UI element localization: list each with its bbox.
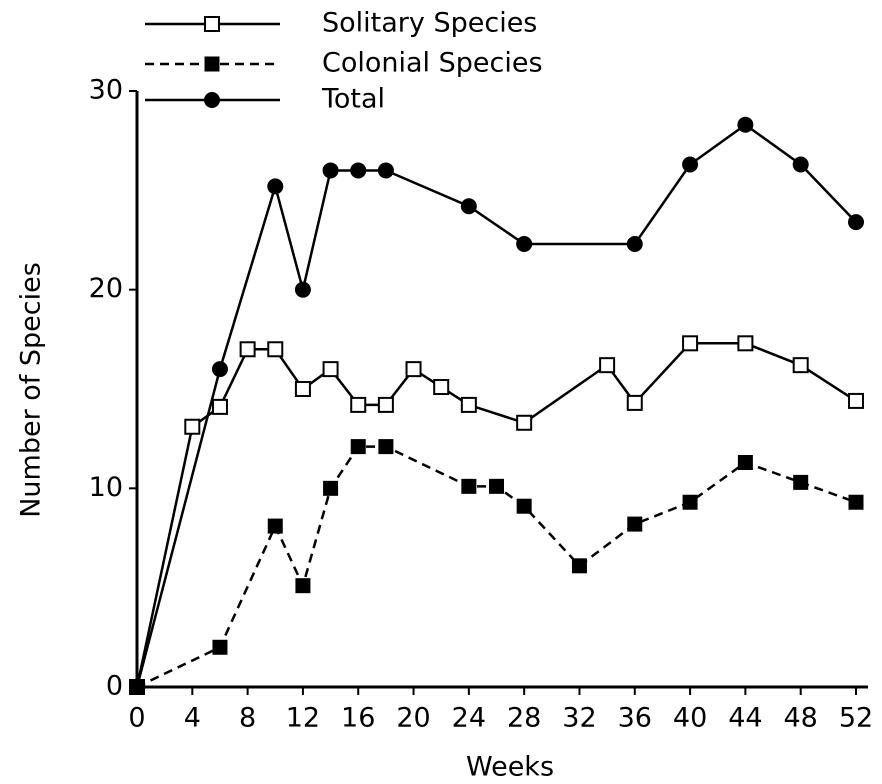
legend-label: Total xyxy=(321,84,385,115)
y-axis-label: Number of Species xyxy=(16,262,47,518)
series-line xyxy=(135,342,857,688)
data-point xyxy=(184,418,201,435)
data-point xyxy=(737,116,754,133)
y-tick-label: 30 xyxy=(89,75,123,106)
data-point xyxy=(516,498,532,514)
data-point xyxy=(211,361,228,378)
data-point xyxy=(571,558,587,574)
data-point xyxy=(516,235,533,252)
x-tick-label: 44 xyxy=(728,703,762,734)
data-point xyxy=(211,398,228,415)
data-point xyxy=(323,480,339,496)
x-tick-label: 28 xyxy=(507,703,541,734)
data-point xyxy=(129,679,145,695)
legend-marker xyxy=(204,56,220,72)
x-tick-label: 52 xyxy=(839,703,873,734)
data-point xyxy=(322,361,339,378)
x-tick-label: 48 xyxy=(784,703,818,734)
legend-marker xyxy=(204,16,220,32)
data-point xyxy=(377,162,394,179)
data-point xyxy=(212,639,228,655)
data-point xyxy=(489,478,504,494)
x-tick-label: 0 xyxy=(128,703,145,734)
data-point xyxy=(322,162,339,179)
data-point xyxy=(848,494,864,510)
data-point xyxy=(848,214,864,231)
data-point xyxy=(294,281,311,298)
data-point xyxy=(626,235,643,252)
x-tick-label: 24 xyxy=(452,703,486,734)
data-point xyxy=(433,379,450,396)
data-point xyxy=(627,516,643,532)
data-point xyxy=(267,518,283,534)
y-tick-label: 0 xyxy=(106,671,123,702)
data-point xyxy=(682,156,699,173)
data-point xyxy=(682,335,699,352)
series-line xyxy=(136,445,857,689)
x-tick-label: 36 xyxy=(618,703,652,734)
data-point xyxy=(516,414,533,431)
data-point xyxy=(378,439,394,455)
data-point xyxy=(737,335,754,352)
x-tick-label: 16 xyxy=(341,703,375,734)
data-point xyxy=(267,178,284,195)
data-point xyxy=(737,455,753,471)
x-tick-label: 32 xyxy=(562,703,596,734)
data-point xyxy=(294,381,311,397)
data-point xyxy=(350,396,367,413)
x-axis-label: Weeks xyxy=(466,752,554,783)
legend-label: Solitary Species xyxy=(322,8,537,39)
data-point xyxy=(239,341,256,358)
legend-label: Colonial Species xyxy=(322,48,543,79)
data-point xyxy=(460,396,477,413)
y-tick-label: 20 xyxy=(89,273,123,304)
data-point xyxy=(626,394,643,411)
data-point xyxy=(377,396,394,413)
data-point xyxy=(792,156,809,173)
x-tick-label: 8 xyxy=(239,703,256,734)
data-point xyxy=(295,578,311,594)
data-point xyxy=(848,392,864,409)
x-tick-label: 4 xyxy=(184,703,201,734)
data-point xyxy=(350,162,367,179)
data-point xyxy=(599,357,616,374)
data-point xyxy=(267,341,284,358)
data-point xyxy=(350,439,366,455)
series-line xyxy=(135,123,857,688)
data-point xyxy=(793,474,809,490)
x-tick-label: 20 xyxy=(396,703,430,734)
data-point xyxy=(682,494,698,510)
x-tick-label: 40 xyxy=(673,703,707,734)
x-tick-label: 12 xyxy=(286,703,320,734)
data-point xyxy=(461,478,477,494)
data-point xyxy=(460,198,477,215)
data-point xyxy=(792,357,809,374)
data-point xyxy=(405,361,422,378)
y-tick-label: 10 xyxy=(89,472,123,503)
legend-marker xyxy=(204,92,220,108)
